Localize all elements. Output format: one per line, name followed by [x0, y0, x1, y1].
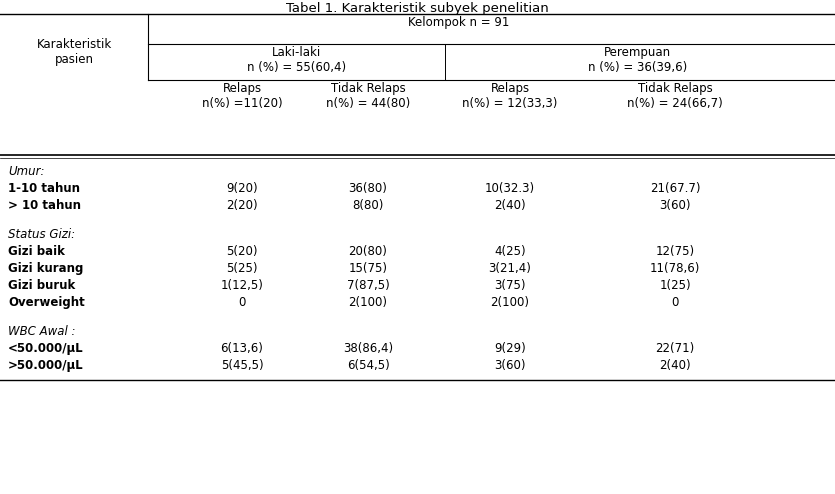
Text: Gizi buruk: Gizi buruk	[8, 279, 75, 292]
Text: 10(32.3): 10(32.3)	[485, 182, 535, 195]
Text: Relaps
n(%) =11(20): Relaps n(%) =11(20)	[202, 82, 282, 110]
Text: Karakteristik
pasien: Karakteristik pasien	[37, 38, 112, 66]
Text: WBC Awal :: WBC Awal :	[8, 325, 75, 338]
Text: 15(75): 15(75)	[348, 262, 387, 275]
Text: Kelompok n = 91: Kelompok n = 91	[407, 16, 509, 29]
Text: 9(20): 9(20)	[226, 182, 258, 195]
Text: 6(54,5): 6(54,5)	[347, 359, 389, 372]
Text: > 10 tahun: > 10 tahun	[8, 199, 81, 212]
Text: 12(75): 12(75)	[655, 245, 695, 258]
Text: 0: 0	[671, 296, 679, 309]
Text: Status Gizi:: Status Gizi:	[8, 228, 75, 241]
Text: Laki-laki
n (%) = 55(60,4): Laki-laki n (%) = 55(60,4)	[247, 46, 346, 74]
Text: 2(40): 2(40)	[494, 199, 526, 212]
Text: 11(78,6): 11(78,6)	[650, 262, 701, 275]
Text: 2(40): 2(40)	[659, 359, 691, 372]
Text: Tidak Relaps
n(%) = 44(80): Tidak Relaps n(%) = 44(80)	[326, 82, 410, 110]
Text: 22(71): 22(71)	[655, 342, 695, 355]
Text: 0: 0	[238, 296, 245, 309]
Text: 7(87,5): 7(87,5)	[347, 279, 389, 292]
Text: 8(80): 8(80)	[352, 199, 384, 212]
Text: Umur:: Umur:	[8, 165, 44, 178]
Text: >50.000/μL: >50.000/μL	[8, 359, 84, 372]
Text: Gizi baik: Gizi baik	[8, 245, 65, 258]
Text: 5(25): 5(25)	[226, 262, 258, 275]
Text: 36(80): 36(80)	[348, 182, 387, 195]
Text: Relaps
n(%) = 12(33,3): Relaps n(%) = 12(33,3)	[463, 82, 558, 110]
Text: 21(67.7): 21(67.7)	[650, 182, 701, 195]
Text: 2(100): 2(100)	[348, 296, 387, 309]
Text: <50.000/μL: <50.000/μL	[8, 342, 84, 355]
Text: Overweight: Overweight	[8, 296, 84, 309]
Text: 3(75): 3(75)	[494, 279, 526, 292]
Text: 2(20): 2(20)	[226, 199, 258, 212]
Text: Perempuan
n (%) = 36(39,6): Perempuan n (%) = 36(39,6)	[588, 46, 687, 74]
Text: Tabel 1. Karakteristik subyek penelitian: Tabel 1. Karakteristik subyek penelitian	[286, 2, 549, 15]
Text: 5(20): 5(20)	[226, 245, 258, 258]
Text: 4(25): 4(25)	[494, 245, 526, 258]
Text: 6(13,6): 6(13,6)	[220, 342, 263, 355]
Text: Tidak Relaps
n(%) = 24(66,7): Tidak Relaps n(%) = 24(66,7)	[627, 82, 723, 110]
Text: 5(45,5): 5(45,5)	[220, 359, 263, 372]
Text: 38(86,4): 38(86,4)	[343, 342, 393, 355]
Text: 9(29): 9(29)	[494, 342, 526, 355]
Text: 20(80): 20(80)	[348, 245, 387, 258]
Text: 1-10 tahun: 1-10 tahun	[8, 182, 80, 195]
Text: 3(60): 3(60)	[494, 359, 526, 372]
Text: 3(21,4): 3(21,4)	[488, 262, 531, 275]
Text: 1(25): 1(25)	[659, 279, 691, 292]
Text: 1(12,5): 1(12,5)	[220, 279, 263, 292]
Text: 3(60): 3(60)	[660, 199, 691, 212]
Text: 2(100): 2(100)	[490, 296, 529, 309]
Text: Gizi kurang: Gizi kurang	[8, 262, 84, 275]
